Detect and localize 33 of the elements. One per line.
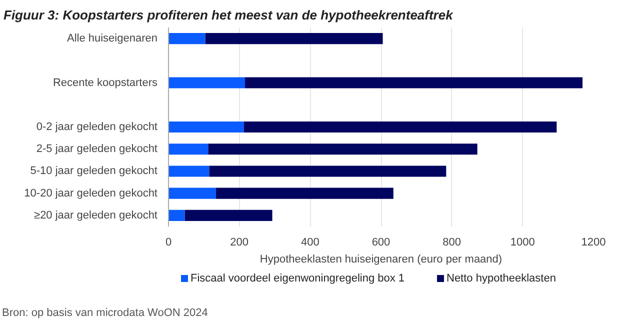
- legend-label: Netto hypotheeklasten: [446, 272, 556, 284]
- x-tick-label: 200: [230, 236, 249, 248]
- x-tick-label: 600: [372, 236, 390, 248]
- y-tick-label: 0-2 jaar geleden gekocht: [36, 121, 158, 133]
- x-tick-label: 1000: [510, 236, 535, 248]
- y-tick-label: 5-10 jaar geleden gekocht: [30, 165, 158, 178]
- x-tick-label: 800: [442, 236, 462, 248]
- chart-title: Figuur 3: Koopstarters profiteren het meest van de hypotheekrenteaftrek: [4, 8, 454, 22]
- bar: [245, 77, 583, 88]
- bar: [209, 166, 446, 177]
- bar: [205, 33, 383, 44]
- bar: [208, 144, 478, 155]
- bar: [244, 121, 557, 133]
- bar: [168, 166, 210, 177]
- y-tick-label: Recente koopstarters: [52, 76, 158, 89]
- bar: [168, 188, 216, 199]
- bar: [168, 144, 208, 155]
- bar: [168, 210, 185, 221]
- bar: [184, 210, 272, 221]
- bar: [168, 121, 244, 133]
- x-tick-label: 400: [300, 236, 320, 248]
- text: Bron: op basis van microdata WoON 2024: [2, 306, 208, 321]
- x-tick-label: 1200: [581, 236, 606, 248]
- legend-label: Fiscaal voordeel eigenwoningregeling box 1: [190, 272, 405, 284]
- y-tick-label: 2-5 jaar geleden gekocht: [36, 143, 158, 156]
- bar: [168, 33, 206, 44]
- bar: [216, 188, 394, 199]
- y-tick-label: Alle huiseigenaren: [66, 32, 158, 45]
- y-tick-label: ≥20 jaar geleden gekocht: [34, 209, 158, 222]
- y-tick-label: 10-20 jaar geleden gekocht: [24, 187, 158, 200]
- x-tick-label: 0: [165, 236, 172, 248]
- x-axis-title: Hypotheeklasten huiseigenaren (euro per maand): [260, 254, 502, 266]
- bar: [168, 77, 245, 88]
